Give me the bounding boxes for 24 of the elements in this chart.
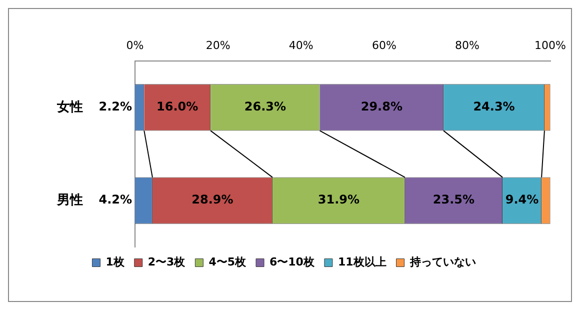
data-label: 31.9%	[318, 192, 360, 207]
legend-label: 1枚	[106, 256, 126, 269]
data-label: 29.8%	[360, 100, 402, 114]
legend-label: 持っていない	[408, 256, 476, 269]
x-tick-label: 100%	[534, 39, 566, 52]
x-tick-label: 40%	[288, 39, 314, 52]
legend-label: 2〜3枚	[148, 256, 186, 269]
legend-label: 11枚以上	[338, 256, 386, 269]
data-label: 28.9%	[192, 192, 234, 207]
x-tick-label: 80%	[454, 39, 480, 52]
data-label: 4.2%	[98, 192, 132, 207]
legend-label: 6〜10枚	[270, 256, 316, 269]
data-label: 9.4%	[505, 192, 539, 207]
x-tick-label: 60%	[372, 39, 396, 52]
data-label: 26.3%	[244, 100, 286, 114]
x-tick-label: 0%	[126, 39, 144, 52]
y-tick-label: 女性	[56, 100, 83, 115]
legend-label: 4〜5枚	[208, 256, 247, 269]
data-label: 2.2%	[98, 100, 132, 114]
data-label: 23.5%	[432, 192, 475, 207]
y-tick-label: 男性	[56, 192, 83, 208]
x-tick-label: 20%	[206, 39, 230, 52]
data-label: 16.0%	[156, 100, 198, 114]
data-label: 24.3%	[473, 100, 515, 114]
